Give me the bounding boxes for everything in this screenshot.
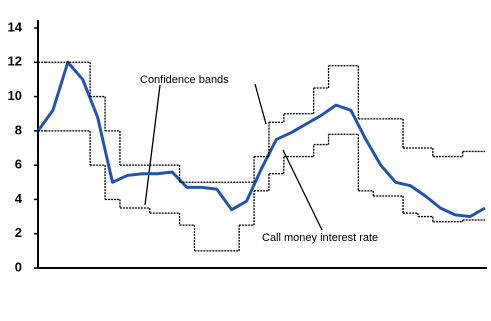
y-tick-label: 2	[15, 225, 22, 240]
annotation-leader	[282, 149, 323, 231]
annotation-leader	[144, 84, 161, 206]
y-tick-label: 12	[8, 54, 22, 69]
annotation-leader	[254, 83, 267, 125]
y-tick-label: 6	[15, 157, 22, 172]
data-line	[36, 60, 486, 219]
y-tick-label: 0	[15, 259, 22, 274]
y-tick-label: 8	[15, 122, 22, 137]
y-tick-label: 14	[8, 19, 23, 34]
annotation: Call money interest rate	[262, 232, 378, 244]
y-tick-label: 10	[8, 88, 22, 103]
annotation: Confidence bands	[140, 74, 229, 86]
y-tick-label: 4	[15, 191, 23, 206]
